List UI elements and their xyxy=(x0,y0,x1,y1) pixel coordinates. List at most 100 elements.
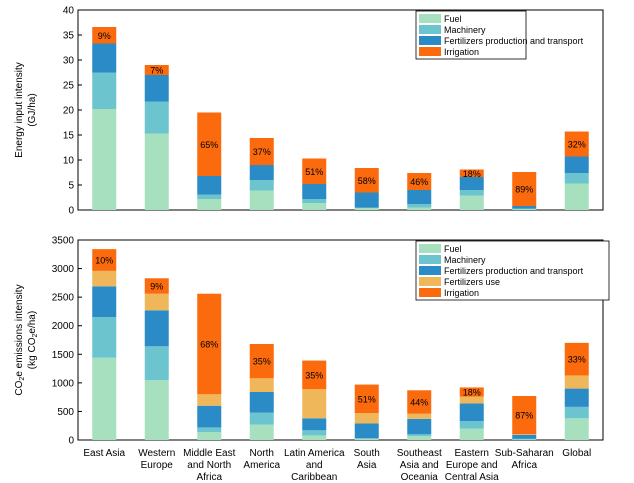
irrigation-share-label: 58% xyxy=(358,176,376,186)
y-axis-unit-subscript: 2 xyxy=(32,334,39,338)
bar-segment xyxy=(249,138,274,165)
category-label: Southeast Asia and Oceania xyxy=(397,448,442,483)
bar-segment xyxy=(144,380,169,440)
bar-segment xyxy=(249,392,274,413)
category-label-line: North xyxy=(250,448,274,459)
bar-segment xyxy=(197,432,222,440)
legend-label: Fertilizers production and transport xyxy=(444,36,584,46)
category-label: Eastern Europe and Central Asia xyxy=(445,448,499,483)
category-label-line: East Asia xyxy=(83,448,125,459)
bar-segment xyxy=(407,190,432,204)
bar-segment xyxy=(197,293,222,395)
category-label-line: Middle East xyxy=(183,448,235,459)
legend-swatch xyxy=(419,244,441,253)
bar-segment xyxy=(407,418,432,435)
category-label-line: Asia and xyxy=(400,460,439,471)
y-axis-unit: (GJ/ha) xyxy=(27,93,38,126)
legend-swatch xyxy=(419,255,441,264)
y-tick-label: 5 xyxy=(68,181,74,192)
bar-segment xyxy=(302,199,327,203)
irrigation-share-label: 87% xyxy=(515,411,533,421)
category-label-line: Africa xyxy=(511,460,537,471)
bar-segment xyxy=(302,360,327,390)
category-label-line: Sub-Saharan xyxy=(495,448,554,459)
bar-segment xyxy=(302,435,327,440)
y-axis-unit-part: e/ha) xyxy=(27,311,38,334)
bar-segment xyxy=(459,190,484,196)
irrigation-share-label: 33% xyxy=(568,355,586,365)
bar-segment xyxy=(92,109,117,210)
category-label-line: Central Asia xyxy=(445,472,499,483)
category-label-line: Caribbean xyxy=(291,472,337,483)
bar-segment xyxy=(354,413,379,424)
irrigation-share-label: 10% xyxy=(95,256,113,266)
legend-label: Irrigation xyxy=(444,288,479,298)
y-tick-label: 3500 xyxy=(52,236,75,247)
category-label-line: America xyxy=(243,460,280,471)
y-tick-label: 30 xyxy=(63,56,75,67)
legend-label: Fertilizers use xyxy=(444,277,500,287)
y-axis-title-subscript: 2 xyxy=(19,377,26,381)
bar-segment xyxy=(197,176,222,195)
y-tick-label: 500 xyxy=(57,407,74,418)
bar-segment xyxy=(92,317,117,358)
legend-swatch xyxy=(419,25,441,34)
bar-segment xyxy=(512,434,537,439)
category-label: North America xyxy=(243,448,280,471)
category-label-line: Southeast xyxy=(397,448,442,459)
bar-segment xyxy=(564,183,589,210)
irrigation-share-label: 18% xyxy=(463,169,481,179)
y-tick-label: 35 xyxy=(63,31,75,42)
category-label-line: Latin America xyxy=(284,448,345,459)
y-tick-label: 25 xyxy=(63,81,75,92)
bar-segment xyxy=(564,406,589,419)
category-label-line: Europe xyxy=(141,460,174,471)
bar-segment xyxy=(354,423,379,439)
bar-segment xyxy=(512,434,537,435)
bar-segment xyxy=(197,427,222,432)
bar-segment xyxy=(354,192,379,208)
legend-swatch xyxy=(419,47,441,56)
bar-segment xyxy=(144,65,169,75)
bar-segment xyxy=(407,390,432,414)
y-tick-label: 20 xyxy=(63,106,75,117)
bar-segment xyxy=(197,194,222,199)
bar-segment xyxy=(197,199,222,210)
bar-segment xyxy=(564,388,589,407)
category-label-line: Africa xyxy=(196,472,222,483)
irrigation-share-label: 9% xyxy=(150,282,163,292)
category-label-line: South xyxy=(354,448,380,459)
bar-segment xyxy=(197,112,222,176)
irrigation-share-label: 35% xyxy=(253,357,271,367)
irrigation-share-label: 68% xyxy=(200,340,218,350)
irrigation-share-label: 32% xyxy=(568,140,586,150)
legend-label: Fuel xyxy=(444,244,462,254)
irrigation-share-label: 9% xyxy=(98,31,111,41)
category-label: Western Europe xyxy=(138,448,175,471)
bar-segment xyxy=(407,413,432,419)
bar-segment xyxy=(354,438,379,440)
y-tick-label: 2500 xyxy=(52,293,75,304)
plot-frame xyxy=(77,239,604,441)
legend-label: Machinery xyxy=(444,25,486,35)
bar-segment xyxy=(249,378,274,392)
bar-segment xyxy=(197,405,222,428)
bar-segment xyxy=(512,439,537,440)
irrigation-share-label: 7% xyxy=(150,66,163,76)
legend-swatch xyxy=(419,288,441,297)
y-tick-label: 1500 xyxy=(52,350,75,361)
bar-segment xyxy=(92,72,117,109)
bar-segment xyxy=(144,310,169,347)
irrigation-share-label: 44% xyxy=(410,398,428,408)
category-label-line: Europe and xyxy=(446,460,498,471)
bar-segment xyxy=(302,430,327,436)
legend-swatch xyxy=(419,36,441,45)
bar-segment xyxy=(197,394,222,406)
bar-segment xyxy=(407,173,432,190)
bar-segment xyxy=(407,204,432,208)
bar-segment xyxy=(512,172,537,206)
irrigation-share-label: 65% xyxy=(200,140,218,150)
bar-segment xyxy=(459,177,484,190)
bar-segment xyxy=(512,396,537,435)
category-label-line: and North xyxy=(187,460,231,471)
